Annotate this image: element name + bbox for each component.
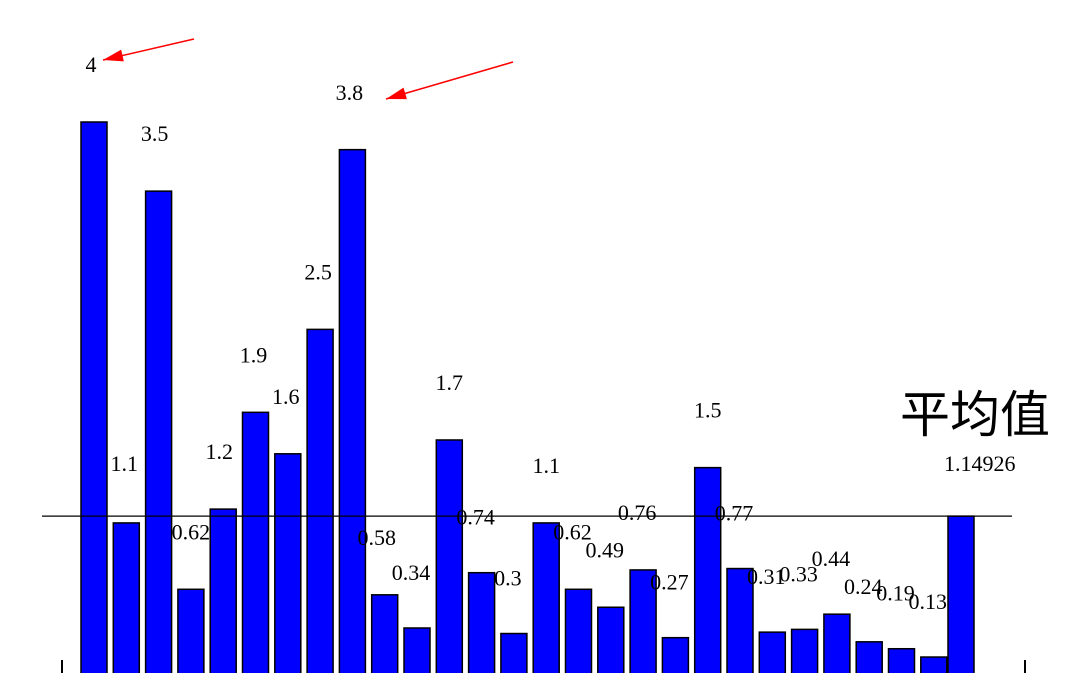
data-label: 0.33 [779, 561, 818, 586]
data-label: 0.24 [844, 574, 883, 599]
data-label: 3.8 [336, 80, 364, 105]
data-label: 1.9 [240, 342, 268, 367]
bar [500, 632, 528, 673]
annotation-arrows [102, 38, 514, 100]
bar [209, 508, 237, 673]
arrow-head [103, 49, 124, 62]
data-label: 1.6 [272, 384, 300, 409]
data-label: 0.74 [456, 505, 495, 530]
bar [758, 631, 787, 673]
data-label: 2.5 [304, 259, 332, 284]
data-label: 1.7 [436, 370, 464, 395]
data-label: 1.5 [694, 398, 722, 423]
data-label: 1.1 [532, 453, 560, 478]
data-label: 0.19 [876, 581, 915, 606]
bar [177, 588, 205, 673]
data-label: 0.27 [650, 570, 689, 595]
average-bar [947, 515, 975, 673]
bar [241, 411, 270, 673]
bar [855, 641, 883, 673]
bar [726, 567, 754, 673]
bar [693, 466, 722, 673]
bar [661, 636, 690, 673]
data-label: 3.5 [141, 121, 169, 146]
data-label: 4 [86, 52, 97, 77]
average-title: 平均值 [900, 386, 1050, 444]
bar [823, 613, 851, 673]
data-label: 0.31 [747, 564, 786, 589]
bar [370, 594, 399, 673]
bar [564, 588, 593, 673]
bar [144, 190, 173, 673]
data-label: 0.3 [494, 566, 522, 591]
bars [80, 121, 975, 673]
arrow-shaft [385, 61, 514, 100]
data-label: 0.58 [357, 525, 396, 550]
arrow-head [386, 87, 407, 100]
data-label: 0.13 [909, 589, 948, 614]
data-label: 1.2 [205, 439, 233, 464]
data-label: 0.49 [586, 537, 625, 562]
bar [306, 328, 334, 673]
data-label: 1.1 [111, 451, 139, 476]
bar [403, 627, 431, 673]
data-label: 0.44 [812, 546, 851, 571]
bar [790, 628, 819, 673]
bar [80, 121, 108, 673]
bar [435, 439, 464, 673]
data-label: 0.62 [553, 519, 592, 544]
data-labels: 4 1.1 3.5 0.62 1.2 1.91.6 2.5 3.8 0.58 0.34 1.7 0.7… [86, 52, 948, 614]
data-label: 0.77 [715, 501, 754, 526]
data-label: 0.76 [618, 500, 657, 525]
bar [629, 569, 657, 673]
bar [467, 571, 496, 673]
data-label: 0.34 [392, 560, 431, 585]
bar [920, 656, 948, 673]
bar [597, 606, 625, 673]
bar [532, 522, 560, 673]
bar [338, 148, 367, 673]
data-label: 0.62 [172, 519, 211, 544]
bar [274, 453, 302, 673]
bar [887, 647, 916, 673]
average-value-label: 1.14926 [944, 451, 1016, 476]
bar [112, 522, 141, 673]
